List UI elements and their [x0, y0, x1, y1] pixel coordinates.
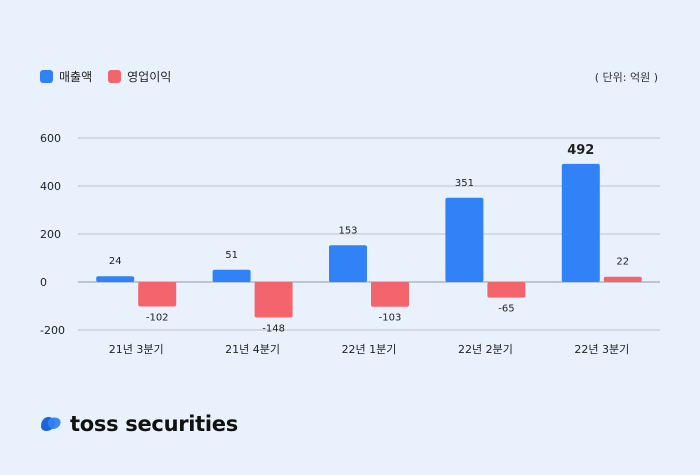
x-tick-label: 22년 3분기: [574, 343, 629, 356]
legend-swatch-profit: [108, 70, 122, 83]
legend-swatch-sales: [40, 70, 53, 83]
y-tick-label: 200: [40, 228, 61, 241]
legend-label-profit: 영업이익: [127, 70, 172, 84]
data-label: -148: [262, 324, 285, 335]
data-label: 51: [225, 250, 238, 261]
y-tick-label: 0: [40, 276, 47, 289]
bar-sales: [212, 269, 251, 282]
data-label: -65: [498, 304, 514, 315]
data-label: -103: [379, 313, 402, 324]
legend-item-sales: 매출액: [40, 68, 92, 85]
y-tick-label: 600: [40, 132, 61, 145]
brand-name: toss securities: [70, 412, 238, 436]
data-label: 492: [567, 143, 594, 158]
x-tick-label: 21년 3분기: [109, 343, 164, 356]
y-tick-label: -200: [40, 324, 65, 337]
data-label: 351: [455, 178, 474, 189]
bar-sales: [561, 163, 600, 282]
unit-label: ( 단위: 억원 ): [594, 71, 658, 84]
data-label: 22: [616, 257, 629, 268]
x-tick-label: 22년 2분기: [458, 343, 513, 356]
bar-profit: [487, 282, 526, 298]
legend-label-sales: 매출액: [59, 70, 93, 84]
x-tick-label: 22년 1분기: [342, 343, 397, 356]
bar-sales: [96, 276, 135, 282]
x-tick-label: 21년 4분기: [225, 343, 280, 356]
bar-profit: [254, 282, 293, 318]
bar-sales: [445, 197, 484, 282]
bar-profit: [371, 282, 409, 307]
data-label: -102: [146, 312, 169, 323]
brand: toss securities: [38, 412, 238, 436]
y-tick-label: 400: [40, 180, 61, 193]
bar-profit: [603, 276, 642, 282]
legend: 매출액 영업이익: [40, 68, 177, 85]
toss-logo-icon: [41, 416, 61, 431]
bar-sales: [329, 245, 367, 282]
legend-item-profit: 영업이익: [108, 68, 171, 85]
bar-profit: [138, 282, 177, 307]
data-label: 24: [109, 256, 122, 267]
data-label: 153: [338, 225, 357, 236]
